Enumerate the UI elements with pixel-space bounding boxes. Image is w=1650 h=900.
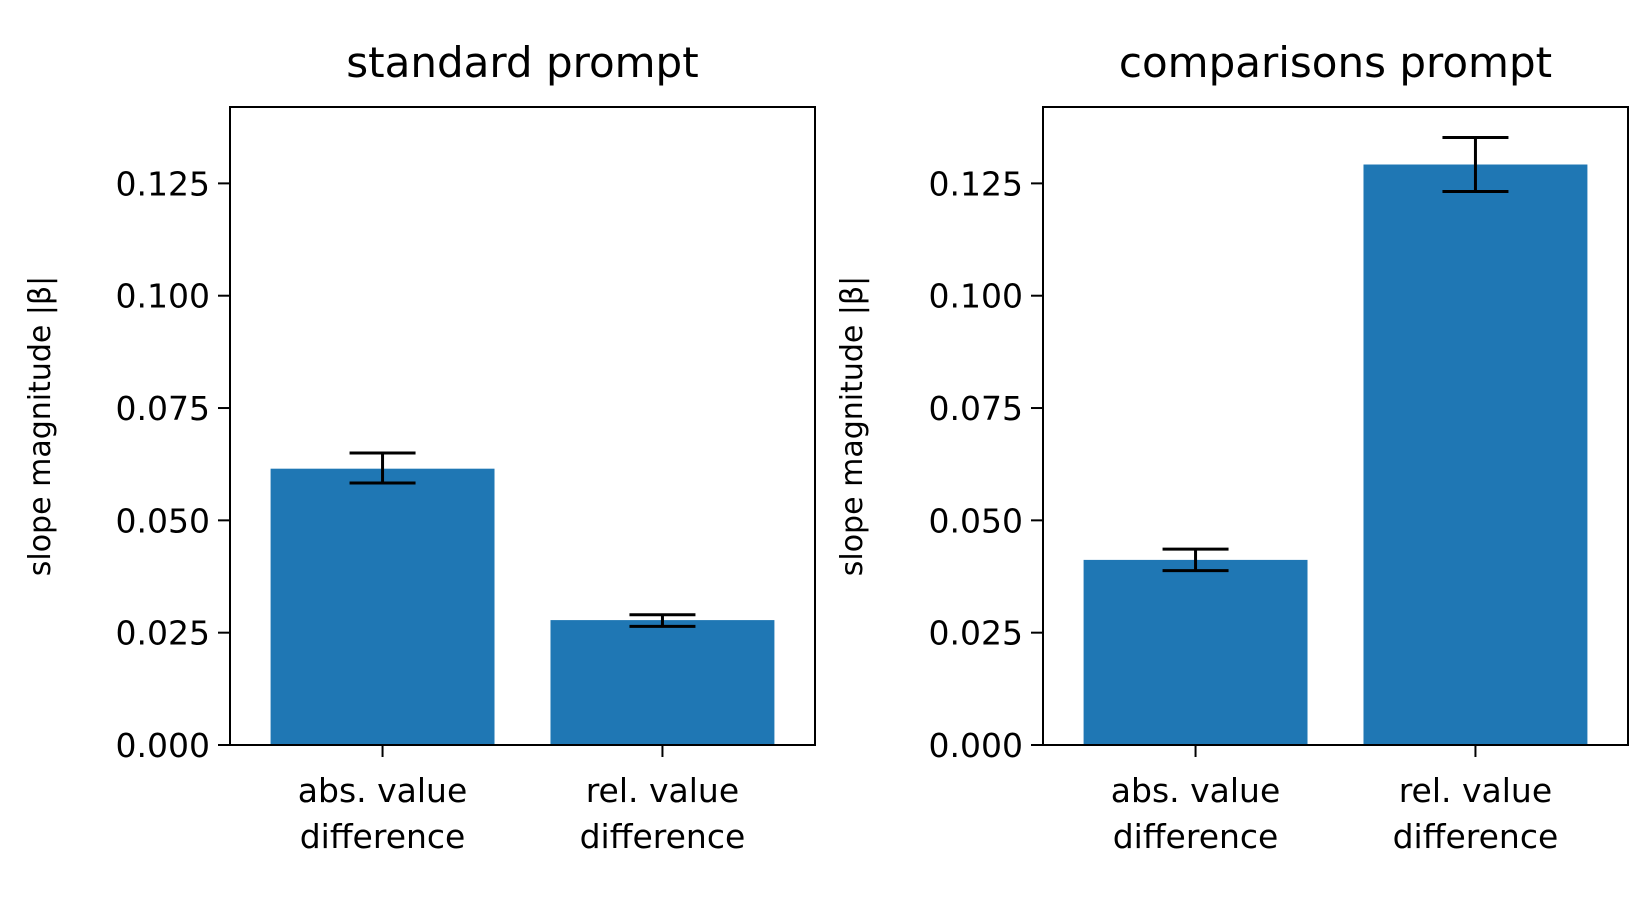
error-bar-0 <box>349 451 416 485</box>
y-tick-label: 0.075 <box>929 389 1023 428</box>
x-tick-label: difference <box>1393 817 1559 856</box>
chart-title: comparisons prompt <box>1119 38 1552 87</box>
x-tick-label: abs. value <box>1111 771 1280 810</box>
x-tick-label: difference <box>1113 817 1279 856</box>
x-tick-label: difference <box>300 817 466 856</box>
y-tick-label: 0.050 <box>929 501 1023 540</box>
y-tick-label: 0.000 <box>116 726 210 765</box>
y-tick-label: 0.000 <box>929 726 1023 765</box>
y-tick-label: 0.050 <box>116 501 210 540</box>
bar-1 <box>550 620 775 745</box>
error-bar-1 <box>1442 136 1509 193</box>
panel-standard-prompt: standard prompt 0.000 0.025 0.050 0.075 0.100… <box>23 38 816 856</box>
y-tick-label: 0.125 <box>116 164 210 203</box>
x-tick-label: difference <box>580 817 746 856</box>
bar-1 <box>1363 164 1588 745</box>
bar-0 <box>270 468 495 745</box>
x-tick-label: rel. value <box>586 771 739 810</box>
x-tick-label: abs. value <box>298 771 467 810</box>
y-tick-label: 0.025 <box>929 614 1023 653</box>
y-tick-label: 0.100 <box>929 277 1023 316</box>
plot-frame <box>229 106 816 746</box>
y-tick-label: 0.100 <box>116 277 210 316</box>
plot-frame <box>1042 106 1629 746</box>
error-bar-0 <box>1162 547 1229 573</box>
y-tick-label: 0.075 <box>116 389 210 428</box>
x-tick-label: rel. value <box>1399 771 1552 810</box>
y-axis-label: slope magnitude |β| <box>835 276 870 577</box>
bar-0 <box>1083 559 1308 745</box>
panel-comparisons-prompt: comparisons prompt 0.000 0.025 0.050 0.075 0.… <box>835 38 1629 856</box>
y-axis-label: slope magnitude |β| <box>23 276 58 577</box>
error-bar-1 <box>629 613 696 628</box>
y-tick-label: 0.125 <box>929 164 1023 203</box>
y-tick-label: 0.025 <box>116 614 210 653</box>
chart-title: standard prompt <box>346 38 698 87</box>
